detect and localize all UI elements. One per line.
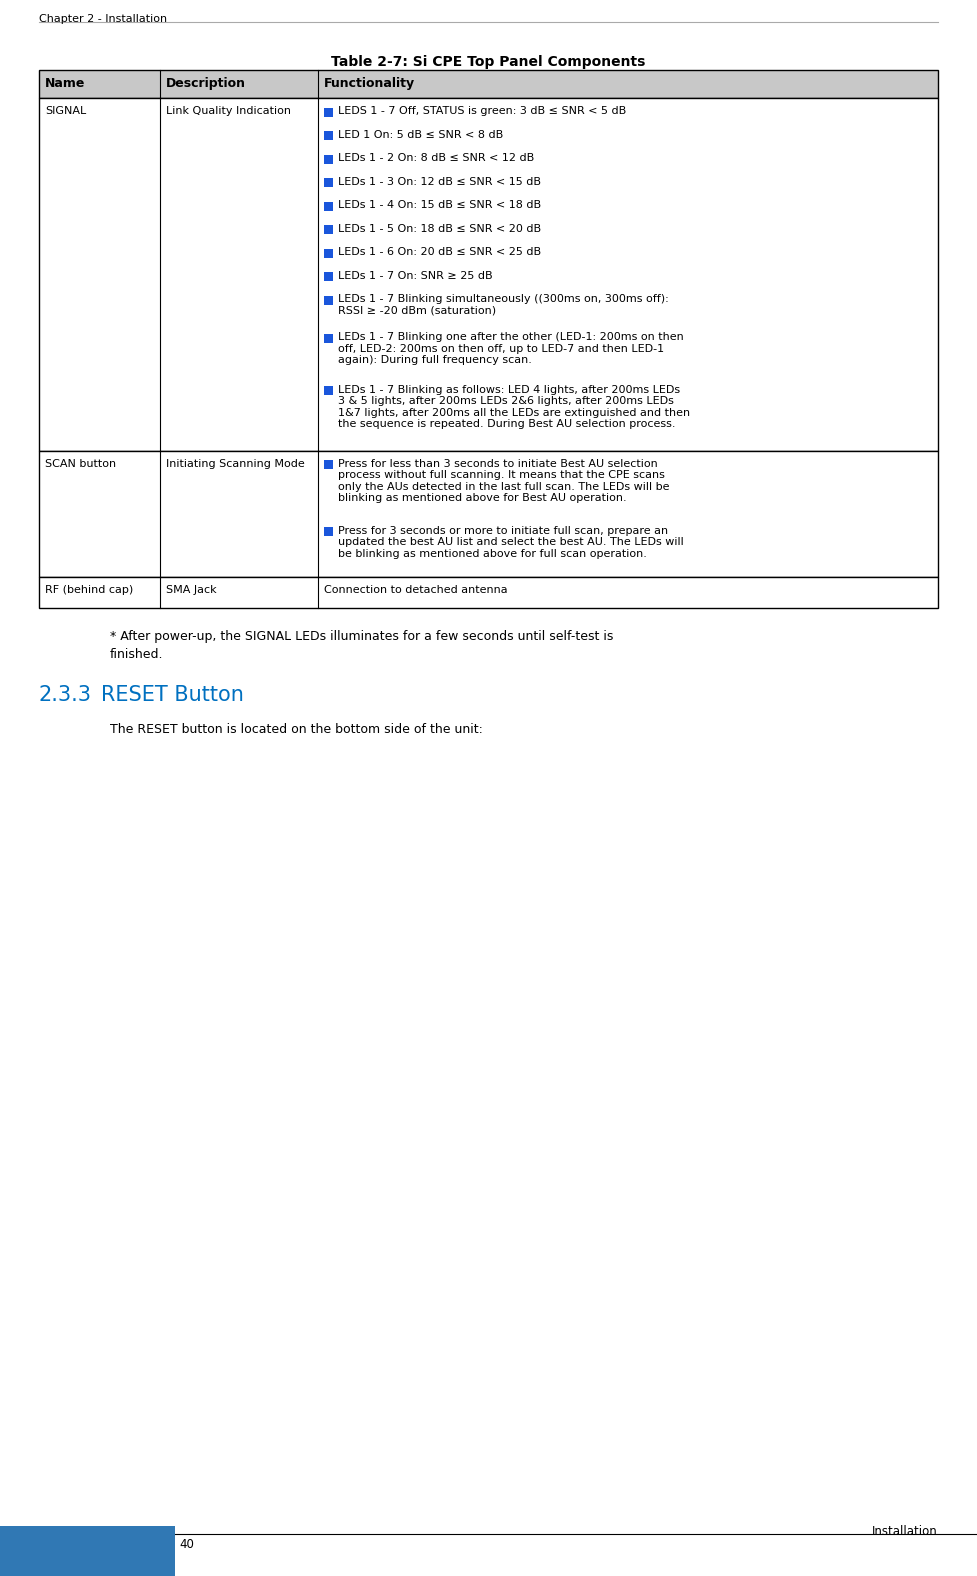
Text: LEDs 1 - 7 On: SNR ≥ 25 dB: LEDs 1 - 7 On: SNR ≥ 25 dB: [338, 271, 492, 281]
Bar: [323, 107, 333, 117]
Bar: [323, 154, 333, 164]
Text: SCAN button: SCAN button: [45, 459, 116, 468]
Text: LEDs 1 - 3 On: 12 dB ≤ SNR < 15 dB: LEDs 1 - 3 On: 12 dB ≤ SNR < 15 dB: [338, 177, 540, 186]
Text: LEDs 1 - 4 On: 15 dB ≤ SNR < 18 dB: LEDs 1 - 4 On: 15 dB ≤ SNR < 18 dB: [338, 200, 541, 210]
Bar: [323, 334, 333, 342]
Text: The RESET button is located on the bottom side of the unit:: The RESET button is located on the botto…: [110, 722, 483, 736]
Text: LEDs 1 - 7 Blinking one after the other (LED-1: 200ms on then
off, LED-2: 200ms : LEDs 1 - 7 Blinking one after the other …: [338, 333, 684, 366]
Bar: [323, 296, 333, 304]
Text: LED 1 On: 5 dB ≤ SNR < 8 dB: LED 1 On: 5 dB ≤ SNR < 8 dB: [338, 129, 503, 140]
Text: LEDs 1 - 2 On: 8 dB ≤ SNR < 12 dB: LEDs 1 - 2 On: 8 dB ≤ SNR < 12 dB: [338, 153, 534, 162]
Bar: [39, 577, 938, 607]
Bar: [39, 451, 938, 577]
Bar: [323, 460, 333, 470]
Text: 40: 40: [179, 1538, 193, 1551]
Text: LEDs 1 - 7 Blinking simultaneously ((300ms on, 300ms off):
RSSI ≥ -20 dBm (satur: LEDs 1 - 7 Blinking simultaneously ((300…: [338, 295, 668, 315]
Bar: [39, 69, 938, 98]
Text: Chapter 2 - Installation: Chapter 2 - Installation: [39, 14, 167, 24]
Text: Installation: Installation: [872, 1526, 938, 1538]
Text: LEDs 1 - 5 On: 18 dB ≤ SNR < 20 dB: LEDs 1 - 5 On: 18 dB ≤ SNR < 20 dB: [338, 224, 541, 233]
Text: SIGNAL: SIGNAL: [45, 106, 86, 117]
Text: Table 2-7: Si CPE Top Panel Components: Table 2-7: Si CPE Top Panel Components: [331, 55, 646, 69]
Text: Press for less than 3 seconds to initiate Best AU selection
process without full: Press for less than 3 seconds to initiat…: [338, 459, 669, 503]
Text: Functionality: Functionality: [323, 77, 415, 90]
Text: finished.: finished.: [110, 648, 163, 660]
Text: RESET Button: RESET Button: [101, 684, 244, 704]
Bar: [323, 131, 333, 140]
Text: Press for 3 seconds or more to initiate full scan, prepare an
updated the best A: Press for 3 seconds or more to initiate …: [338, 525, 684, 559]
Text: RF (behind cap): RF (behind cap): [45, 585, 133, 596]
Bar: [323, 178, 333, 188]
Bar: [39, 98, 938, 451]
Bar: [323, 202, 333, 211]
Text: LEDs 1 - 6 On: 20 dB ≤ SNR < 25 dB: LEDs 1 - 6 On: 20 dB ≤ SNR < 25 dB: [338, 247, 541, 257]
Text: Description: Description: [166, 77, 246, 90]
Text: 2.3.3: 2.3.3: [39, 684, 92, 704]
Text: Initiating Scanning Mode: Initiating Scanning Mode: [166, 459, 305, 468]
Bar: [323, 528, 333, 536]
Bar: [323, 273, 333, 281]
Text: Connection to detached antenna: Connection to detached antenna: [323, 585, 507, 596]
Bar: [323, 225, 333, 235]
Bar: [0, 1526, 175, 1576]
Bar: [323, 249, 333, 258]
Text: * After power-up, the SIGNAL LEDs illuminates for a few seconds until self-test : * After power-up, the SIGNAL LEDs illumi…: [110, 629, 614, 643]
Text: LEDs 1 - 7 Blinking as follows: LED 4 lights, after 200ms LEDs
3 & 5 lights, aft: LEDs 1 - 7 Blinking as follows: LED 4 li…: [338, 385, 690, 429]
Text: SMA Jack: SMA Jack: [166, 585, 217, 596]
Text: Link Quality Indication: Link Quality Indication: [166, 106, 291, 117]
Bar: [323, 386, 333, 396]
Text: Name: Name: [45, 77, 85, 90]
Text: LEDS 1 - 7 Off, STATUS is green: 3 dB ≤ SNR < 5 dB: LEDS 1 - 7 Off, STATUS is green: 3 dB ≤ …: [338, 106, 626, 117]
